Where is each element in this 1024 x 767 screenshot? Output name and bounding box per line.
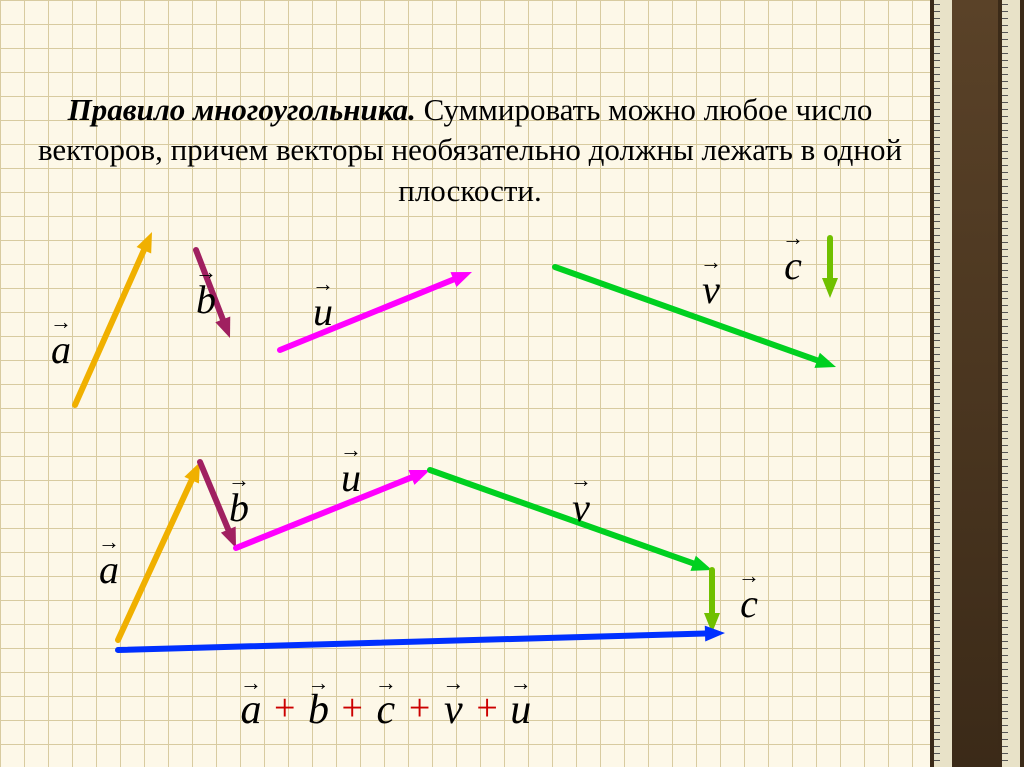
label-b: →b [195,270,217,323]
plus-sign: + [409,686,430,730]
ruler-wood [952,0,998,767]
label-c: →c [782,236,804,289]
label-v: →v [570,478,592,531]
label-c: →c [738,574,760,627]
ruler-scale-right [1002,0,1020,767]
ruler-sidebar [930,0,1024,767]
plus-sign: + [341,686,362,730]
label-a: →a [98,540,120,593]
label-a: →a [50,320,72,373]
eq-term-b: →b [307,680,329,734]
eq-term-v: →v [442,680,464,734]
eq-term-c: →c [375,680,397,734]
heading-block: Правило многоугольника. Суммировать можн… [20,90,920,211]
plus-sign: + [274,686,295,730]
plus-sign: + [476,686,497,730]
title: Правило многоугольника. [68,92,416,127]
eq-term-u: →u [510,680,532,734]
label-b: →b [228,478,250,531]
equation: →a + →b + →c + →v + →u [240,680,532,734]
label-u: →u [340,448,362,501]
ruler-scale-left [934,0,952,767]
eq-term-a: →a [240,680,262,734]
label-u: →u [312,282,334,335]
label-v: →v [700,260,722,313]
